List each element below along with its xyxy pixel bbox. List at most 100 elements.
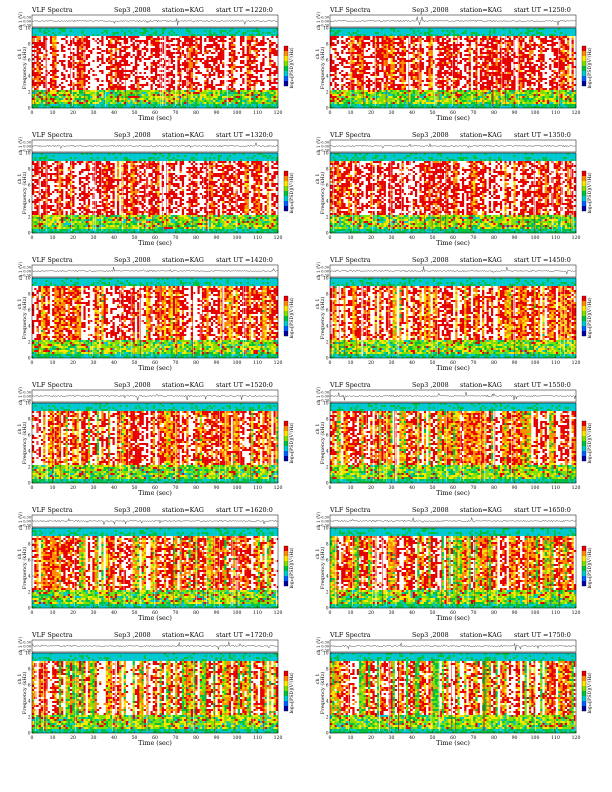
colorbar-label: log₁₀[PSD](V²/Hz)	[288, 547, 295, 588]
y-tick-label: 4	[326, 199, 329, 204]
panel-header: VLF Spectra Sep3 ,2008 station=KAG start UT…	[18, 631, 298, 641]
x-tick-label: 110	[551, 110, 560, 116]
waveform-trace	[329, 516, 576, 523]
y-tick-label: 4	[28, 199, 31, 204]
x-tick-label: 0	[329, 110, 332, 116]
panel-date: Sep3 ,2008	[114, 131, 151, 139]
y-tick-label: 8	[28, 42, 31, 47]
spectrogram-panel: VLF Spectra Sep3 ,2008 station=KAG start UT…	[315, 5, 596, 125]
x-tick-label: 20	[368, 485, 374, 491]
panel-date: Sep3 ,2008	[114, 256, 151, 264]
x-axis-label: Time (sec)	[436, 614, 470, 622]
x-tick-label: 20	[70, 610, 76, 616]
x-tick-label: 50	[430, 110, 436, 116]
x-tick-label: 60	[450, 110, 456, 116]
x-axis-label: Time (sec)	[138, 489, 172, 497]
start-label: start UT =	[216, 631, 250, 639]
waveform-ylabel: ch 1 (V)	[315, 262, 322, 280]
start-label: start UT =	[216, 6, 250, 14]
panel-header: VLF Spectra Sep3 ,2008 station=KAG start UT…	[18, 256, 298, 266]
waveform-tick-label: 0.00	[23, 144, 31, 148]
x-tick-label: 80	[193, 235, 199, 241]
x-tick-label: 10	[50, 235, 56, 241]
panel-header: VLF Spectra Sep3 ,2008 station=KAG start UT…	[316, 506, 596, 516]
y-axis-label: Frequency (kHz)	[319, 47, 326, 90]
x-tick-label: 120	[572, 360, 581, 366]
y-tick-label: 6	[28, 433, 31, 438]
spectrogram-panel: VLF Spectra Sep3 ,2008 station=KAG start UT…	[17, 130, 298, 250]
x-tick-label: 40	[409, 485, 415, 491]
channel-label: ch 1	[17, 174, 23, 185]
y-tick-label: 10	[323, 26, 329, 31]
y-axis-label: Frequency (kHz)	[319, 422, 326, 465]
x-tick-label: 110	[253, 485, 262, 491]
x-tick-label: 60	[152, 235, 158, 241]
start-label: start UT =	[514, 381, 548, 389]
y-tick-label: 8	[28, 167, 31, 172]
y-tick-label: 0	[28, 231, 31, 236]
x-tick-label: 0	[329, 610, 332, 616]
colorbar-label: log₁₀[PSD](V²/Hz)	[288, 47, 295, 88]
x-tick-label: 0	[329, 735, 332, 741]
y-tick-label: 8	[326, 167, 329, 172]
y-tick-label: 0	[326, 606, 329, 611]
y-tick-label: 10	[25, 651, 31, 656]
x-tick-label: 70	[173, 485, 179, 491]
x-tick-label: 20	[70, 735, 76, 741]
x-axis-label: Time (sec)	[138, 239, 172, 247]
x-tick-label: 110	[253, 610, 262, 616]
spectrogram-panel: VLF Spectra Sep3 ,2008 station=KAG start UT…	[17, 505, 298, 625]
spectrogram-panel: VLF Spectra Sep3 ,2008 station=KAG start UT…	[315, 255, 596, 375]
panel-header: VLF Spectra Sep3 ,2008 station=KAG start UT…	[316, 6, 596, 16]
y-axis-label: Frequency (kHz)	[21, 172, 28, 215]
panel-start-time: start UT =1720:0	[216, 631, 273, 639]
x-tick-label: 110	[551, 610, 560, 616]
x-tick-label: 40	[111, 110, 117, 116]
y-axis-label: Frequency (kHz)	[21, 422, 28, 465]
panel-header: VLF Spectra Sep3 ,2008 station=KAG start UT…	[18, 506, 298, 516]
x-tick-label: 120	[572, 485, 581, 491]
panel-start-time: start UT =1550:0	[514, 381, 571, 389]
x-tick-label: 30	[91, 735, 97, 741]
x-tick-label: 100	[233, 110, 242, 116]
channel-label: ch 1	[17, 49, 23, 60]
waveform-trace	[329, 642, 576, 651]
x-tick-label: 70	[471, 610, 477, 616]
x-tick-label: 0	[31, 110, 34, 116]
waveform-trace	[329, 391, 576, 401]
channel-label: ch 1	[315, 674, 321, 685]
x-tick-label: 50	[132, 235, 138, 241]
start-label: start UT =	[514, 131, 548, 139]
start-label: start UT =	[514, 506, 548, 514]
x-tick-label: 80	[193, 110, 199, 116]
y-axis-label: Frequency (kHz)	[319, 547, 326, 590]
x-tick-label: 80	[491, 110, 497, 116]
y-tick-label: 4	[326, 324, 329, 329]
x-tick-label: 40	[111, 485, 117, 491]
panel-station: station=KAG	[460, 256, 502, 264]
y-tick-label: 2	[326, 340, 329, 345]
x-tick-label: 110	[551, 235, 560, 241]
x-tick-label: 80	[491, 360, 497, 366]
x-tick-label: 40	[111, 235, 117, 241]
x-tick-label: 80	[491, 735, 497, 741]
x-tick-label: 70	[471, 235, 477, 241]
y-tick-label: 0	[28, 731, 31, 736]
x-tick-label: 80	[193, 610, 199, 616]
waveform-tick-label: 0.00	[23, 19, 31, 23]
x-tick-label: 40	[111, 360, 117, 366]
colorbar	[581, 170, 587, 212]
y-tick-label: 2	[326, 90, 329, 95]
start-time-value: 1550:0	[548, 381, 570, 389]
x-tick-label: 0	[31, 610, 34, 616]
x-tick-label: 60	[450, 610, 456, 616]
x-axis-label: Time (sec)	[436, 114, 470, 122]
y-tick-label: 2	[28, 215, 31, 220]
x-tick-label: 0	[31, 735, 34, 741]
x-tick-label: 30	[389, 485, 395, 491]
y-axis-label: Frequency (kHz)	[319, 172, 326, 215]
